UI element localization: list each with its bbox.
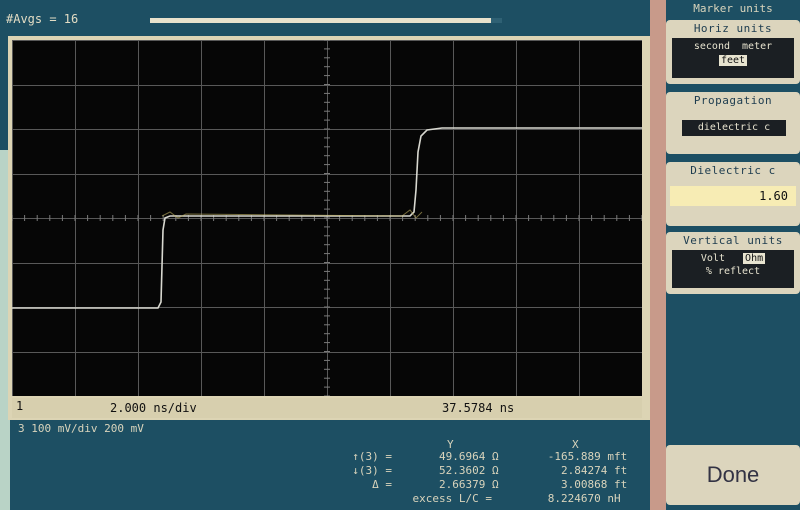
acquisition-progress-fill	[150, 18, 492, 23]
vertical-units-title: Vertical units	[683, 234, 783, 247]
option-meter[interactable]: meter	[742, 41, 773, 52]
horiz-units-title: Horiz units	[693, 22, 773, 35]
option-percent-reflect[interactable]: % reflect	[705, 266, 761, 277]
timebase-bar: 1 2.000 ns/div 37.5784 ns	[12, 398, 642, 418]
timebase-scale: 2.000 ns/div	[110, 401, 197, 415]
tdr-waveform-trace-secondary	[161, 209, 423, 219]
vertical-units-softkey[interactable]: Vertical units Volt Ohm % reflect	[666, 232, 800, 294]
channel-info: 3 100 mV/div 200 mV	[18, 422, 144, 435]
measurement-label: Δ =	[372, 478, 392, 491]
x-column-header: X	[572, 438, 579, 451]
marker-1-indicator[interactable]: 1	[16, 399, 24, 413]
status-bar: #Avgs = 16	[0, 0, 652, 36]
measurement-x-value: -165.889 mft	[547, 450, 628, 463]
propagation-title: Propagation	[693, 94, 773, 107]
softkey-menu: Marker units Horiz units second meter fe…	[666, 0, 800, 510]
measurement-y-value: 52.3602 Ω	[439, 464, 499, 477]
measurement-label: ↑(3) =	[352, 450, 392, 463]
measurement-y-value: 49.6964 Ω	[439, 450, 499, 463]
measurement-area: 3 100 mV/div 200 mV Y X ↑(3) = 49.6964 Ω…	[12, 420, 652, 510]
timebase-position: 37.5784 ns	[442, 401, 515, 415]
propagation-value: dielectric c	[682, 120, 786, 136]
measurement-x-value: 3.00868 ft	[561, 478, 628, 491]
option-volt[interactable]: Volt	[700, 253, 725, 264]
horiz-units-softkey[interactable]: Horiz units second meter feet	[666, 20, 800, 84]
measurement-row: ↓(3) = 52.3602 Ω 2.84274 ft	[312, 464, 627, 477]
tdr-waveform-trace	[12, 127, 642, 309]
vertical-units-options: Volt Ohm % reflect	[672, 250, 794, 288]
measurement-label: excess L/C =	[412, 492, 492, 505]
acquisition-progress-bar	[150, 18, 502, 23]
dielectric-title: Dielectric c	[690, 164, 776, 177]
propagation-softkey[interactable]: Propagation dielectric c	[666, 92, 800, 154]
averages-label: #Avgs = 16	[6, 12, 79, 26]
dielectric-softkey[interactable]: Dielectric c 1.60	[666, 162, 800, 226]
option-ohm-selected[interactable]: Ohm	[743, 253, 766, 264]
waveform-display[interactable]	[12, 40, 642, 396]
tdr-trace-graph	[12, 40, 642, 396]
done-button[interactable]: Done	[666, 445, 800, 505]
menu-title: Marker units	[693, 2, 773, 15]
left-background-strip	[0, 150, 10, 510]
measurement-row: Δ = 2.66379 Ω 3.00868 ft	[312, 478, 627, 491]
measurement-label: ↓(3) =	[352, 464, 392, 477]
measurement-y-value: 2.66379 Ω	[439, 478, 499, 491]
graticule	[12, 40, 642, 396]
panel-divider	[650, 0, 666, 510]
y-column-header: Y	[447, 438, 454, 451]
measurement-row: excess L/C = 8.224670 nH	[312, 492, 621, 505]
measurement-row: ↑(3) = 49.6964 Ω -165.889 mft	[312, 450, 627, 463]
measurement-x-value: 8.224670 nH	[547, 492, 621, 505]
measurement-x-value: 2.84274 ft	[561, 464, 628, 477]
option-second[interactable]: second	[693, 41, 730, 52]
horiz-units-options: second meter feet	[672, 38, 794, 78]
option-feet-selected[interactable]: feet	[718, 55, 748, 66]
dielectric-value-input[interactable]: 1.60	[670, 186, 796, 206]
